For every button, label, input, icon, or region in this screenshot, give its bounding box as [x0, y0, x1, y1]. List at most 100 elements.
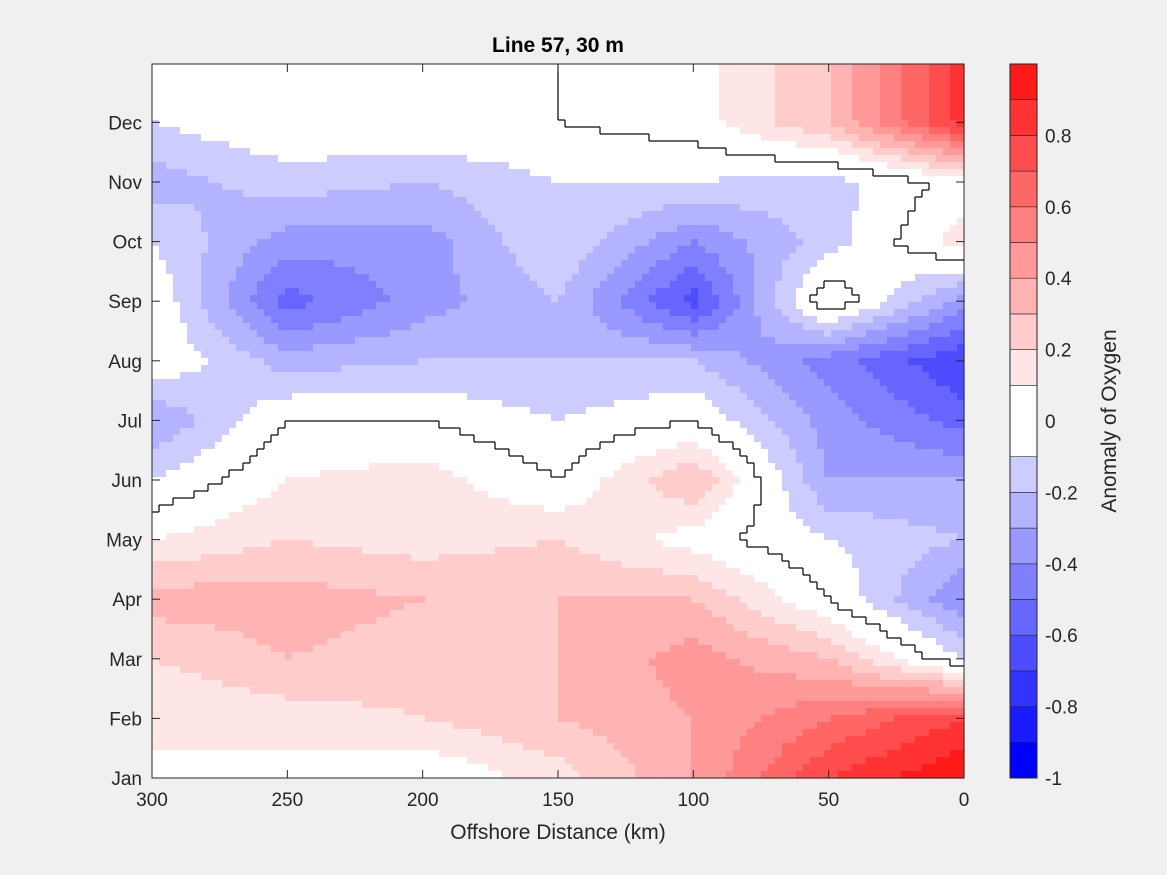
- contour-cell: [341, 260, 349, 268]
- contour-cell: [376, 169, 384, 177]
- contour-cell: [691, 204, 699, 212]
- contour-cell: [425, 260, 433, 268]
- contour-cell: [873, 120, 881, 128]
- contour-cell: [306, 190, 314, 198]
- contour-cell: [222, 295, 230, 303]
- contour-cell: [824, 246, 832, 254]
- contour-cell: [397, 274, 405, 282]
- contour-cell: [180, 127, 188, 135]
- contour-cell: [208, 351, 216, 359]
- contour-cell: [341, 281, 349, 289]
- contour-cell: [495, 99, 503, 107]
- contour-cell: [306, 71, 314, 79]
- contour-cell: [817, 337, 825, 345]
- contour-cell: [677, 155, 685, 163]
- contour-cell: [782, 155, 790, 163]
- contour-cell: [159, 155, 167, 163]
- contour-cell: [621, 134, 629, 142]
- contour-cell: [880, 204, 888, 212]
- contour-cell: [530, 211, 538, 219]
- contour-cell: [691, 274, 699, 282]
- contour-cell: [236, 239, 244, 247]
- contour-cell: [229, 64, 237, 72]
- contour-cell: [537, 309, 545, 317]
- contour-cell: [894, 155, 902, 163]
- contour-cell: [236, 211, 244, 219]
- contour-cell: [614, 120, 622, 128]
- contour-cell: [397, 134, 405, 142]
- contour-cell: [257, 225, 265, 233]
- contour-cell: [425, 190, 433, 198]
- contour-cell: [271, 218, 279, 226]
- contour-cell: [726, 155, 734, 163]
- contour-cell: [740, 176, 748, 184]
- contour-cell: [166, 197, 174, 205]
- contour-cell: [831, 155, 839, 163]
- contour-cell: [915, 232, 923, 240]
- contour-cell: [936, 176, 944, 184]
- contour-cell: [551, 316, 559, 324]
- contour-cell: [243, 127, 251, 135]
- contour-cell: [481, 323, 489, 331]
- contour-cell: [488, 344, 496, 352]
- contour-cell: [306, 106, 314, 114]
- contour-cell: [915, 316, 923, 324]
- contour-cell: [516, 169, 524, 177]
- contour-cell: [684, 120, 692, 128]
- contour-cell: [502, 330, 510, 338]
- contour-cell: [782, 351, 790, 359]
- contour-cell: [397, 78, 405, 86]
- contour-cell: [607, 113, 615, 121]
- contour-cell: [229, 225, 237, 233]
- contour-cell: [306, 134, 314, 142]
- contour-cell: [810, 344, 818, 352]
- contour-cell: [936, 64, 944, 72]
- contour-cell: [418, 344, 426, 352]
- contour-cell: [502, 92, 510, 100]
- contour-cell: [264, 316, 272, 324]
- contour-cell: [838, 351, 846, 359]
- contour-cell: [607, 197, 615, 205]
- contour-cell: [502, 232, 510, 240]
- contour-cell: [460, 106, 468, 114]
- contour-cell: [719, 253, 727, 261]
- contour-cell: [453, 155, 461, 163]
- contour-cell: [824, 176, 832, 184]
- contour-cell: [803, 330, 811, 338]
- contour-cell: [544, 64, 552, 72]
- contour-cell: [166, 120, 174, 128]
- contour-cell: [782, 358, 790, 366]
- contour-cell: [733, 239, 741, 247]
- contour-cell: [369, 197, 377, 205]
- contour-cell: [796, 134, 804, 142]
- contour-cell: [558, 64, 566, 72]
- contour-cell: [957, 358, 965, 366]
- contour-cell: [495, 120, 503, 128]
- contour-cell: [453, 295, 461, 303]
- contour-cell: [887, 351, 895, 359]
- contour-cell: [348, 155, 356, 163]
- contour-cell: [796, 190, 804, 198]
- contour-cell: [418, 92, 426, 100]
- contour-cell: [334, 85, 342, 93]
- contour-cell: [796, 330, 804, 338]
- contour-cell: [390, 316, 398, 324]
- contour-cell: [649, 176, 657, 184]
- contour-cell: [327, 337, 335, 345]
- contour-cell: [348, 211, 356, 219]
- contour-cell: [404, 134, 412, 142]
- contour-cell: [355, 344, 363, 352]
- contour-cell: [495, 260, 503, 268]
- contour-cell: [208, 323, 216, 331]
- contour-cell: [922, 337, 930, 345]
- contour-cell: [278, 190, 286, 198]
- contour-cell: [285, 302, 293, 310]
- contour-cell: [880, 323, 888, 331]
- contour-cell: [950, 85, 958, 93]
- contour-cell: [817, 190, 825, 198]
- contour-cell: [187, 260, 195, 268]
- contour-cell: [208, 127, 216, 135]
- contour-cell: [901, 351, 909, 359]
- contour-cell: [355, 358, 363, 366]
- contour-cell: [719, 92, 727, 100]
